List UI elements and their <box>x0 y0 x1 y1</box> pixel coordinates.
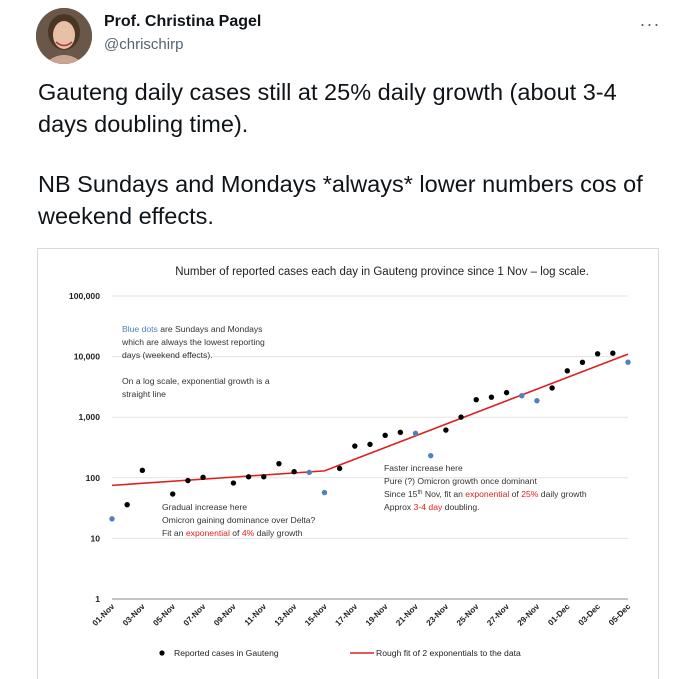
data-point <box>185 477 191 484</box>
fit-line <box>111 353 629 487</box>
tweet-text: Gauteng daily cases still at 25% daily g… <box>38 76 664 232</box>
x-tick-labels: 01-Nov 03-Nov 05-Nov 07-Nov 09-Nov 11-Nov 13-N… <box>91 602 633 628</box>
x-tick-label: 03-Nov <box>121 602 147 628</box>
x-tick-label: 15-Nov <box>303 602 329 628</box>
legend-label-fit-line: Rough fit of 2 exponentials to the data <box>376 648 521 658</box>
x-tick-label: 07-Nov <box>182 602 208 628</box>
blue-dots-note-line3: days (weekend effects). <box>122 350 213 360</box>
data-points <box>109 350 631 522</box>
data-point <box>488 394 495 400</box>
blue-dots-note-line1: Blue dots are Sundays and Mondays <box>122 324 262 334</box>
data-point <box>579 359 586 366</box>
data-point <box>245 474 252 480</box>
data-point <box>397 429 404 436</box>
x-tick-label: 05-Dec <box>607 602 633 628</box>
data-point <box>276 460 282 467</box>
x-tick-label: 09-Nov <box>212 602 238 628</box>
x-tick-label: 19-Nov <box>364 602 390 628</box>
x-tick-label: 25-Nov <box>455 602 481 628</box>
faster-note-line3: Since 15th Nov, fit an exponential of 25… <box>384 489 587 499</box>
avatar[interactable] <box>36 8 92 64</box>
data-point <box>382 432 388 439</box>
chart-title: Number of reported cases each day in Gau… <box>175 266 589 278</box>
data-point <box>230 480 237 486</box>
y-tick-labels: 1 10 100 1,000 10,000 100,000 <box>69 291 100 604</box>
data-point <box>124 501 130 508</box>
y-tick-label: 1 <box>95 594 100 604</box>
gradual-note-line2: Omicron gaining dominance over Delta? <box>162 515 316 525</box>
data-point <box>170 491 176 497</box>
fit-line-series <box>111 353 629 487</box>
gradual-note-line1: Gradual increase here <box>162 502 247 512</box>
x-tick-label: 01-Nov <box>91 602 117 628</box>
data-point <box>610 350 616 356</box>
x-tick-label: 01-Dec <box>546 602 572 628</box>
faster-note-line2: Pure (?) Omicron growth once dominant <box>384 476 537 486</box>
x-tick-label: 03-Dec <box>577 602 603 628</box>
data-point <box>291 469 297 475</box>
data-point-weekend <box>428 452 434 459</box>
blue-dots-note-line2: which are always the lowest reporting <box>121 337 265 347</box>
x-tick-label: 13-Nov <box>273 602 299 628</box>
data-point <box>367 441 373 448</box>
tweet-paragraph-1: Gauteng daily cases still at 25% daily g… <box>38 79 617 137</box>
data-point-weekend <box>625 359 631 365</box>
author-handle[interactable]: @chrischirp <box>104 36 184 53</box>
data-point <box>200 474 206 480</box>
data-point <box>549 385 555 391</box>
x-tick-label: 17-Nov <box>334 602 360 628</box>
y-tick-label: 10,000 <box>74 352 101 362</box>
x-tick-label: 05-Nov <box>151 602 177 628</box>
y-tick-label: 10 <box>90 533 100 543</box>
avatar-image <box>36 8 92 64</box>
log-scale-note-line2: straight line <box>122 389 166 399</box>
data-point <box>458 414 464 420</box>
data-point <box>139 467 146 473</box>
data-point-weekend <box>412 430 419 437</box>
tweet-media-chart[interactable]: Number of reported cases each day in Gau… <box>37 248 659 679</box>
legend-label-reported-cases: Reported cases in Gauteng <box>174 648 279 658</box>
data-point <box>594 351 601 357</box>
author-name[interactable]: Prof. Christina Pagel <box>104 13 262 30</box>
legend-dot-marker <box>159 650 165 656</box>
tweet-paragraph-2: NB Sundays and Mondays *always* lower nu… <box>38 171 643 229</box>
data-point <box>261 474 267 480</box>
gradual-note-line3: Fit an exponential of 4% daily growth <box>162 528 303 538</box>
x-tick-label: 23-Nov <box>425 602 451 628</box>
log-scale-note-line1: On a log scale, exponential growth is a <box>122 376 270 386</box>
data-point <box>352 443 358 449</box>
x-tick-label: 11-Nov <box>243 602 269 628</box>
faster-note-line4: Approx 3-4 day doubling. <box>384 502 480 512</box>
chart: Number of reported cases each day in Gau… <box>69 266 633 658</box>
data-point-weekend <box>321 489 328 496</box>
data-point <box>564 368 570 374</box>
y-tick-label: 1,000 <box>78 412 100 422</box>
data-point <box>443 427 449 433</box>
y-gridlines <box>112 295 628 600</box>
data-point-weekend <box>519 393 525 399</box>
x-tick-label: 27-Nov <box>485 602 511 628</box>
more-options-button[interactable]: ··· <box>639 13 661 34</box>
data-point-weekend <box>306 469 312 476</box>
data-point <box>503 389 510 396</box>
data-point-weekend <box>109 516 115 522</box>
x-tick-label: 29-Nov <box>516 602 542 628</box>
y-tick-label: 100 <box>86 473 101 483</box>
faster-note-line1: Faster increase here <box>384 463 463 473</box>
data-point <box>336 465 343 472</box>
data-point-weekend <box>534 397 540 404</box>
x-tick-label: 21-Nov <box>394 602 420 628</box>
y-tick-label: 100,000 <box>69 291 100 301</box>
data-point <box>473 396 479 403</box>
